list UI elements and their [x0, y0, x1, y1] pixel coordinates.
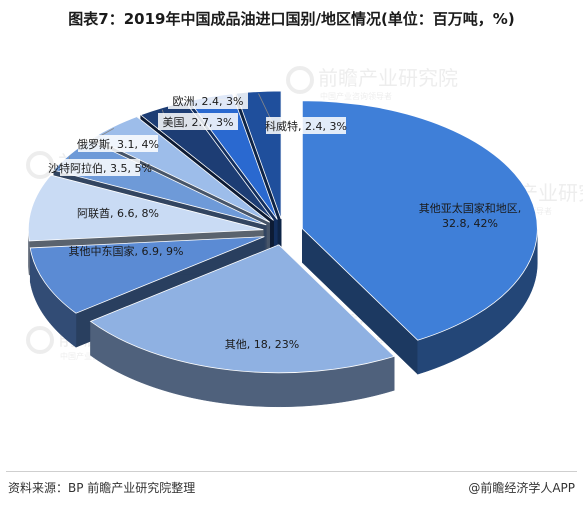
svg-text:前瞻产业研究院: 前瞻产业研究院 — [318, 66, 458, 90]
pie-chart: 前瞻产业研究院中国产业咨询领导者前瞻产业研究院中国产业咨询领导者前瞻产业研究院中… — [26, 66, 583, 408]
svg-text:阿联酋, 6.6, 8%: 阿联酋, 6.6, 8% — [77, 206, 159, 220]
slice-label: 俄罗斯, 3.1, 4% — [77, 128, 159, 152]
svg-text:科威特, 2.4, 3%: 科威特, 2.4, 3% — [265, 119, 347, 133]
svg-text:中国产业咨询领导者: 中国产业咨询领导者 — [320, 91, 392, 101]
svg-text:欧洲, 2.4, 3%: 欧洲, 2.4, 3% — [173, 95, 244, 108]
slice-label: 阿联酋, 6.6, 8% — [77, 206, 159, 220]
footer-divider — [6, 471, 577, 472]
svg-text:美国, 2.7, 3%: 美国, 2.7, 3% — [163, 116, 234, 129]
slice-label: 美国, 2.7, 3% — [158, 109, 238, 130]
brand-credit: @前瞻经济学人APP — [468, 481, 575, 495]
svg-text:32.8, 42%: 32.8, 42% — [442, 217, 498, 230]
svg-text:其他亚太国家和地区,: 其他亚太国家和地区, — [419, 201, 522, 215]
source-note: 资料来源：BP 前瞻产业研究院整理 — [8, 481, 196, 495]
svg-text:其他中东国家, 6.9, 9%: 其他中东国家, 6.9, 9% — [69, 244, 184, 258]
svg-text:沙特阿拉伯, 3.5, 5%: 沙特阿拉伯, 3.5, 5% — [48, 161, 152, 175]
slice-label: 科威特, 2.4, 3% — [258, 93, 347, 134]
slice-label: 其他, 18, 23% — [225, 338, 299, 351]
svg-text:俄罗斯, 3.1, 4%: 俄罗斯, 3.1, 4% — [77, 138, 159, 151]
slice-label: 沙特阿拉伯, 3.5, 5% — [48, 156, 152, 176]
pie-slice — [301, 100, 538, 375]
slice-label: 欧洲, 2.4, 3% — [168, 92, 248, 109]
svg-text:其他, 18, 23%: 其他, 18, 23% — [225, 338, 299, 351]
pie-labels: 其他亚太国家和地区, 32.8, 42% 其他, 18, 23% 其他中东国家, 6.… — [48, 92, 521, 351]
slice-label: 其他亚太国家和地区, 32.8, 42% — [419, 201, 522, 230]
slice-label: 其他中东国家, 6.9, 9% — [69, 244, 184, 258]
chart-title: 图表7：2019年中国成品油进口国别/地区情况(单位：百万吨，%) — [68, 10, 515, 28]
pie-slice — [89, 244, 395, 408]
